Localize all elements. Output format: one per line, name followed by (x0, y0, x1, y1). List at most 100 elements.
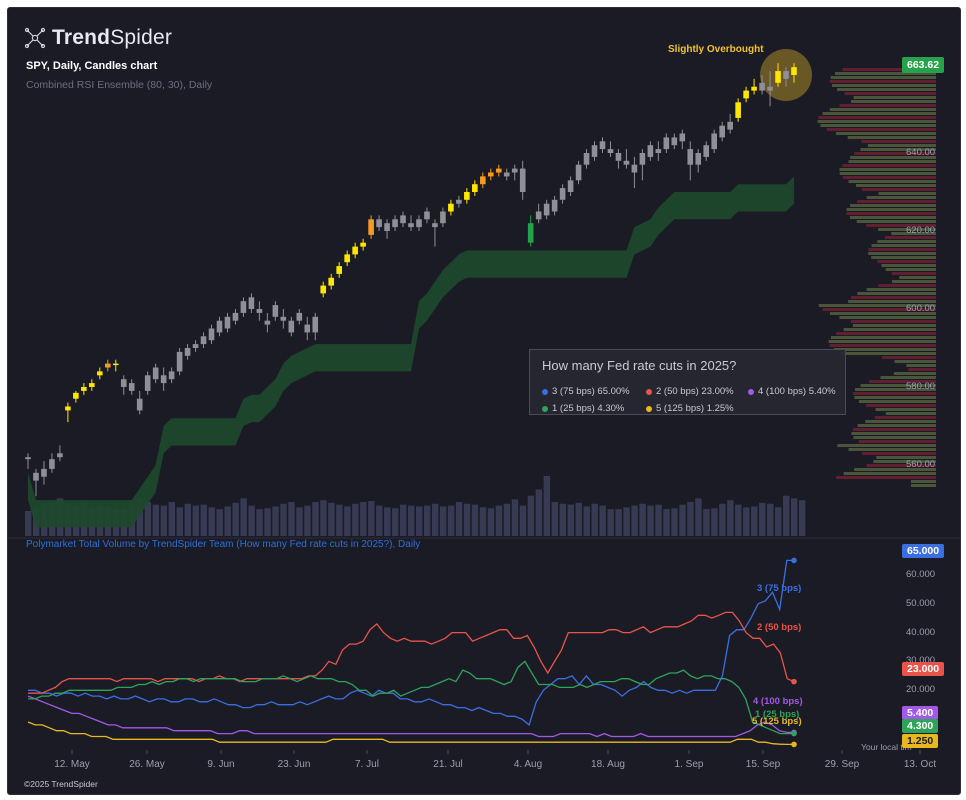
volume-bar (200, 504, 207, 536)
volume-profile-bar (837, 444, 936, 447)
volume-profile-bar (857, 424, 936, 427)
candles (25, 63, 797, 497)
volume-profile-bar (861, 452, 936, 455)
volume-profile-bar (873, 460, 936, 463)
volume-profile-bar (854, 468, 936, 471)
legend-item-3[interactable]: 3 (75 bps) 65.00% (542, 386, 630, 397)
volume-bar (176, 507, 184, 536)
volume-profile-bar (884, 236, 936, 239)
volume-bar (184, 503, 191, 536)
volume-bar (519, 505, 527, 536)
volume-bar (791, 498, 798, 536)
candle-body (296, 312, 303, 321)
candle-body (25, 457, 31, 460)
date-axis-tick: 21. Jul (433, 759, 463, 770)
candle-body (392, 219, 398, 228)
volume-bar (615, 509, 622, 536)
dot-icon (646, 388, 652, 395)
volume-bar (455, 501, 463, 536)
candle-body (432, 223, 438, 228)
legend-item-1[interactable]: 1 (25 bps) 4.30% (542, 403, 624, 414)
volume-profile-bar (826, 128, 936, 131)
volume-bar (503, 503, 511, 536)
series-value-badge: 23.000 (902, 662, 945, 676)
volume-bar (487, 508, 495, 536)
volume-profile-bar (852, 324, 936, 327)
candle-body (320, 285, 327, 294)
subchart-title[interactable]: Polymarket Total Volume by TrendSpider T… (26, 539, 421, 550)
candle-body (176, 351, 183, 372)
candle-body (136, 398, 143, 411)
volume-bar (695, 498, 702, 536)
volume-bar (551, 501, 559, 536)
date-axis-tick: 4. Aug (513, 759, 543, 770)
volume-profile-bar (822, 308, 936, 311)
volume-bar (144, 501, 152, 536)
volume-bar (360, 501, 367, 536)
volume-bar (256, 509, 263, 536)
volume-profile-bar (871, 256, 936, 259)
series-value-badge: 4.300 (902, 719, 939, 733)
volume-profile-bar (894, 360, 936, 363)
candle-body (583, 153, 590, 165)
indicator-title[interactable]: Combined RSI Ensemble (80, 30), Daily (26, 79, 213, 91)
chart-canvas[interactable] (8, 8, 960, 794)
candle-body (160, 375, 167, 384)
series-line-label: 3 (75 bps) (757, 583, 802, 594)
legend-item-4[interactable]: 4 (100 bps) 5.40% (748, 386, 836, 397)
volume-bar (783, 495, 790, 536)
volume-bar (639, 503, 646, 536)
volume-profile-bar (881, 356, 936, 359)
volume-profile-bar (867, 144, 936, 147)
volume-bar (463, 503, 471, 536)
candle-body (503, 172, 510, 177)
volume-bar (751, 506, 758, 536)
volume-profile-bar (836, 332, 936, 335)
candle-body (791, 67, 797, 75)
volume-bar (376, 505, 383, 536)
series-line-label: 5 (125 bps) (752, 716, 802, 727)
candle-body (623, 160, 630, 165)
volume-profile-bar (848, 160, 936, 163)
volume-bar (495, 505, 503, 536)
volume-axis-tick: 50.000 (906, 597, 936, 609)
volume-bar (479, 507, 487, 536)
volume-bar (679, 504, 686, 536)
candle-body (743, 90, 749, 99)
volume-bar (591, 503, 598, 536)
volume-profile-bar (835, 132, 936, 135)
candle-body (631, 164, 638, 173)
series-line-label: 2 (50 bps) (757, 622, 802, 633)
series-line-label: 4 (100 bps) (753, 696, 803, 707)
volume-profile-bar (860, 384, 936, 387)
candle-body (256, 309, 263, 313)
volume-profile-bar (855, 388, 936, 391)
candle-body (344, 254, 350, 263)
candle-body (464, 192, 470, 200)
volume-bar (264, 508, 271, 536)
volume-axis-tick: 30.000 (906, 655, 936, 667)
volume-bar (240, 498, 247, 536)
candle-body (288, 320, 295, 333)
volume-profile-bar (861, 188, 936, 191)
candle-body (360, 242, 366, 247)
date-axis-tick: 18. Aug (591, 759, 625, 770)
candle-body (607, 149, 614, 153)
candle-body (240, 301, 247, 313)
volume-profile-bar (877, 240, 936, 243)
volume-bar (767, 503, 774, 536)
candle-body (456, 199, 462, 204)
candle-body (783, 71, 789, 79)
candle-body (671, 137, 678, 146)
last-price-tag: 663.62 (902, 57, 945, 73)
date-axis-tick: 13. Oct (903, 759, 937, 770)
series-line (27, 695, 794, 738)
legend-item-5[interactable]: 5 (125 bps) 1.25% (646, 403, 734, 414)
volume-bar (160, 505, 168, 536)
date-axis-tick: 15. Sep (745, 759, 781, 770)
candle-body (408, 223, 414, 228)
candle-body (543, 203, 550, 216)
volume-profile-bar (876, 456, 936, 459)
candle-body (527, 223, 534, 243)
legend-item-2[interactable]: 2 (50 bps) 23.00% (646, 386, 734, 397)
